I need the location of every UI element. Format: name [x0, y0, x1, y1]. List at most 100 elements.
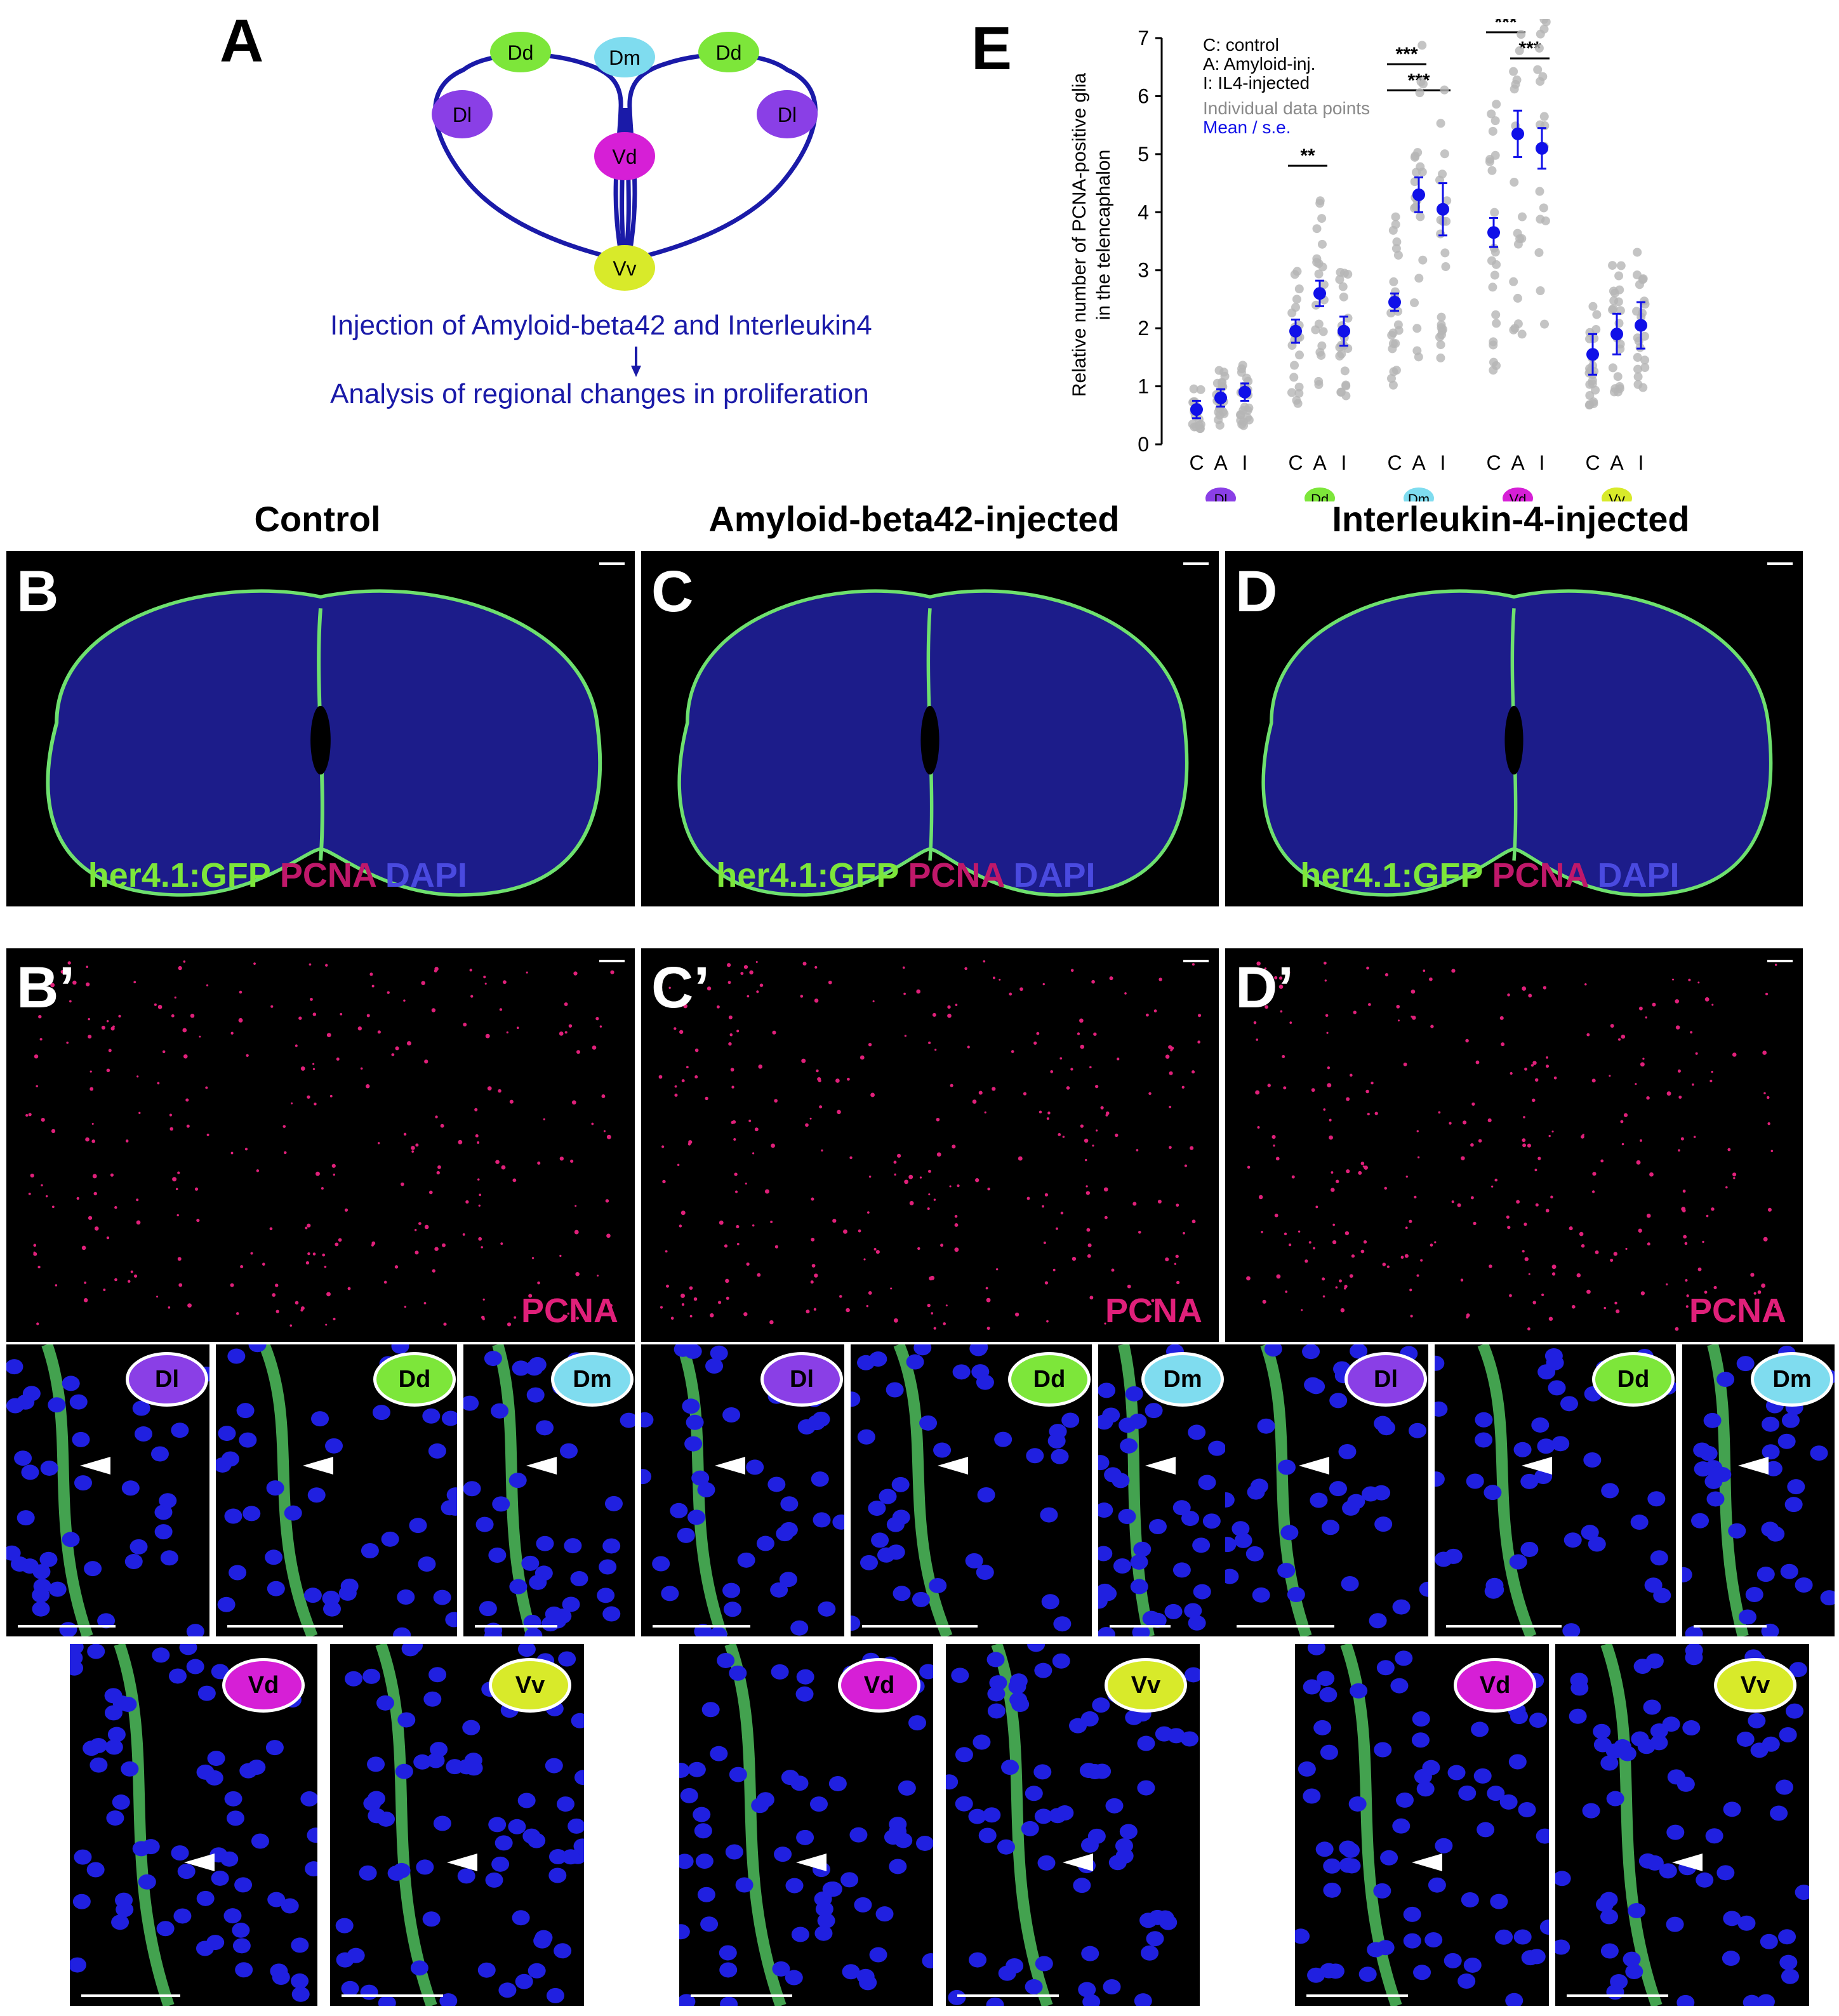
mean-point — [1610, 328, 1623, 341]
data-point — [1317, 214, 1327, 223]
mean-point — [1511, 127, 1524, 140]
pcna-image — [1246, 961, 1777, 1331]
zoom-panel-vd: Vd — [679, 1644, 933, 2006]
data-point — [1295, 350, 1305, 360]
arrowhead-icon — [938, 1457, 968, 1475]
zoom-image — [1225, 1344, 1428, 1636]
data-point — [1287, 388, 1296, 397]
mean-point — [1635, 319, 1647, 332]
zoom-image — [216, 1344, 457, 1636]
arrowhead-icon — [1672, 1853, 1703, 1871]
schematic-region-dd-right — [698, 32, 759, 72]
scale-bar — [475, 1625, 557, 1628]
scale-bar — [1306, 1994, 1408, 1997]
schematic-region-dm — [594, 37, 655, 77]
panel-label-a: A — [220, 7, 264, 75]
region-badge-dd: Dd — [373, 1352, 456, 1407]
data-point — [1584, 401, 1594, 410]
scale-bar — [1237, 1625, 1334, 1628]
data-point — [1510, 84, 1519, 94]
schematic-caption-analysis: Analysis of regional changes in prolifer… — [330, 378, 869, 409]
data-point — [1509, 67, 1518, 76]
data-point — [1640, 300, 1650, 309]
schematic-label: Vd — [612, 145, 637, 168]
region-badge-vv: Vv — [1105, 1658, 1187, 1713]
schematic-region-vd — [594, 132, 655, 180]
data-point — [1410, 204, 1419, 213]
stain-legend: her4.1:GFP PCNA DAPI — [716, 856, 1096, 894]
data-point — [1633, 372, 1643, 381]
arrowhead-icon — [447, 1853, 477, 1871]
panel-letter: D — [1235, 559, 1278, 624]
scale-bar — [653, 1625, 750, 1628]
panel-letter: B — [17, 559, 59, 624]
data-point — [1591, 325, 1601, 335]
x-tick-label: I — [1242, 451, 1248, 474]
data-point — [1393, 251, 1403, 260]
data-point — [1412, 346, 1422, 355]
data-point — [1487, 166, 1497, 175]
data-point — [1538, 72, 1548, 81]
mean-point — [1313, 287, 1326, 300]
column-title-amyloid: Amyloid-beta42-injected — [708, 499, 1120, 539]
stain-legend: her4.1:GFP PCNA DAPI — [88, 856, 467, 894]
data-point — [1415, 88, 1424, 98]
data-point — [1196, 385, 1205, 394]
region-badge-vd: Vd — [1454, 1658, 1536, 1713]
schematic-region-vv — [594, 245, 655, 291]
region-badge — [1205, 487, 1236, 501]
mean-point — [1536, 142, 1548, 155]
region-badge-vv: Vv — [1714, 1658, 1796, 1713]
schematic-label: Dd — [716, 41, 742, 64]
scale-bar — [599, 960, 625, 962]
data-point — [1590, 334, 1599, 343]
region-badge-label: Dl — [1214, 491, 1228, 501]
stain-label-pcna: PCNA — [1689, 1292, 1786, 1330]
zoom-panel-dd: Dd — [851, 1344, 1092, 1636]
scale-bar — [957, 1994, 1059, 1997]
y-axis-label: Relative number of PCNA-positive glia — [1069, 73, 1090, 397]
zoom-image — [70, 1644, 317, 2006]
data-point — [1513, 319, 1523, 329]
brain-section-image — [677, 589, 1189, 897]
data-point — [1336, 267, 1345, 277]
data-point — [1219, 368, 1229, 377]
data-point — [1536, 286, 1545, 295]
data-point — [1488, 126, 1497, 136]
x-tick-label: A — [1412, 451, 1426, 474]
region-badge — [1602, 487, 1632, 501]
data-point — [1539, 24, 1549, 34]
zoom-panel-dl: Dl — [1225, 1344, 1428, 1636]
data-point — [1410, 177, 1419, 187]
data-point — [1417, 41, 1427, 50]
data-point — [1386, 374, 1396, 383]
arrowhead-icon — [796, 1853, 827, 1871]
data-point — [1637, 308, 1647, 318]
data-point — [1416, 212, 1425, 222]
data-point — [1294, 382, 1304, 392]
data-point — [1389, 367, 1398, 376]
data-point — [1317, 350, 1326, 360]
mean-point — [1412, 188, 1425, 201]
region-badge — [1305, 487, 1335, 501]
data-point — [1513, 229, 1522, 238]
data-point — [1339, 292, 1348, 302]
y-tick-label: 2 — [1138, 317, 1149, 340]
data-point — [1492, 100, 1501, 109]
data-point — [1392, 237, 1402, 247]
panel-label-e: E — [971, 15, 1012, 83]
data-point — [1440, 85, 1449, 95]
region-badge — [1503, 487, 1533, 501]
data-point — [1294, 284, 1304, 294]
data-point — [1534, 43, 1544, 53]
data-point — [1513, 239, 1523, 249]
data-point — [1289, 373, 1299, 382]
y-tick-label: 7 — [1138, 27, 1149, 50]
data-point — [1533, 65, 1543, 74]
data-point — [1616, 340, 1625, 349]
data-point — [1236, 410, 1245, 420]
data-point — [1436, 119, 1445, 128]
arrowhead-icon — [303, 1457, 333, 1475]
pcna-image — [658, 960, 1202, 1330]
